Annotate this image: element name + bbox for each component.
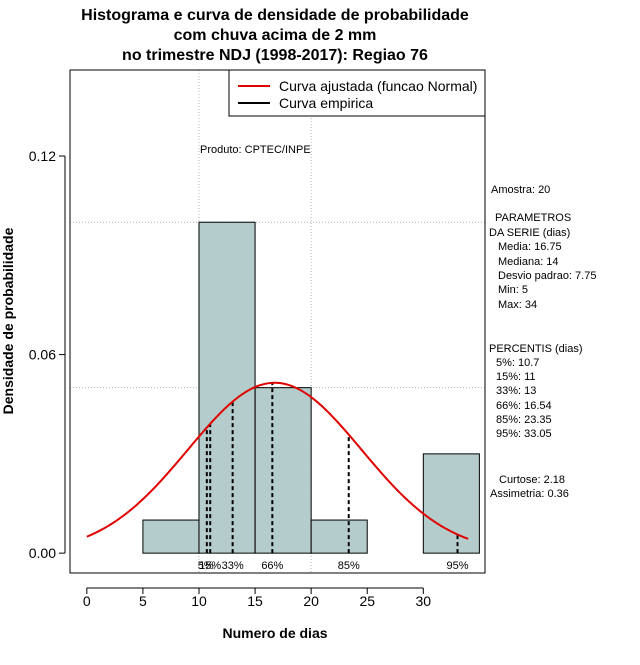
stat-min: Min: 5 [498,284,528,296]
stat-p66: 66%: 16.54 [496,400,552,412]
x-tick-label-5: 5 [139,593,147,609]
y-tick-label-2: 0.12 [29,148,56,164]
x-tick-label-20: 20 [303,593,319,609]
stat-mediana: Mediana: 14 [498,256,559,268]
stat-p95: 95%: 33.05 [496,428,552,440]
percentile-labels: 5%15% 33% 66% 85% 95% [198,560,469,572]
product-annotation: Produto: CPTEC/INPE [200,144,311,156]
stat-amostra: Amostra: 20 [491,184,550,196]
histogram-bar-2 [254,387,312,554]
x-tick-label-10: 10 [191,593,207,609]
stat-curtose: Curtose: 2.18 [499,474,565,486]
stat-p33: 33%: 13 [496,385,536,397]
legend-box [228,69,486,117]
percentile-label-33: 33% [222,560,244,572]
percentile-lines [205,382,459,554]
stat-param-title-2: DA SERIE (dias) [489,227,570,239]
histogram-bar-1 [198,221,256,554]
percentile-label-66: 66% [261,560,283,572]
percentile-label-95: 95% [447,560,469,572]
stats-panel: Amostra: 20 PARAMETROS DA SERIE (dias) M… [489,184,596,500]
stat-desvio: Desvio padrao: 7.75 [498,270,596,282]
x-tick-label-25: 25 [359,593,375,609]
percentile-label-85: 85% [338,560,360,572]
x-tick-label-15: 15 [247,593,263,609]
histogram-bar-5 [422,453,480,554]
percentile-label-15: 15% [199,560,221,572]
normal-curve [86,381,469,540]
percentile-label-5: 5% [198,560,214,572]
x-tick-label-0: 0 [83,593,91,609]
y-axis-label: Densidade de probabilidade [0,227,16,414]
legend-label-empirical: Curva empirica [279,95,373,111]
y-tick-label-0: 0.00 [29,545,56,561]
x-axis-label: Numero de dias [222,625,327,641]
stat-perc-title: PERCENTIS (dias) [489,343,583,355]
stat-p5: 5%: 10.7 [496,357,539,369]
stat-assimetria: Assimetria: 0.36 [490,488,569,500]
legend-label-fitted: Curva ajustada (funcao Normal) [279,78,477,94]
stat-p85: 85%: 23.35 [496,414,552,426]
legend: Curva ajustada (funcao Normal) Curva emp… [228,69,486,117]
y-tick-label-1: 0.06 [29,347,56,363]
y-axis: 0.00 0.06 0.12 [29,148,66,561]
chart-title-line-3: no trimestre NDJ (1998-2017): Regiao 76 [122,47,428,64]
fitted-normal-curve [86,381,469,540]
chart-title-line-2: com chuva acima de 2 mm [174,27,377,44]
chart-title-line-1: Histograma e curva de densidade de proba… [81,7,469,24]
x-tick-label-30: 30 [416,593,432,609]
x-axis: 0 5 10 15 20 25 30 [83,587,432,609]
histogram-bar-3 [310,519,368,554]
stat-max: Max: 34 [498,299,537,311]
stat-media: Media: 16.75 [498,241,562,253]
histogram-bars [142,221,480,554]
stat-p15: 15%: 11 [496,371,536,383]
histogram-bar-0 [142,519,200,554]
stat-param-title-1: PARAMETROS [495,212,571,224]
